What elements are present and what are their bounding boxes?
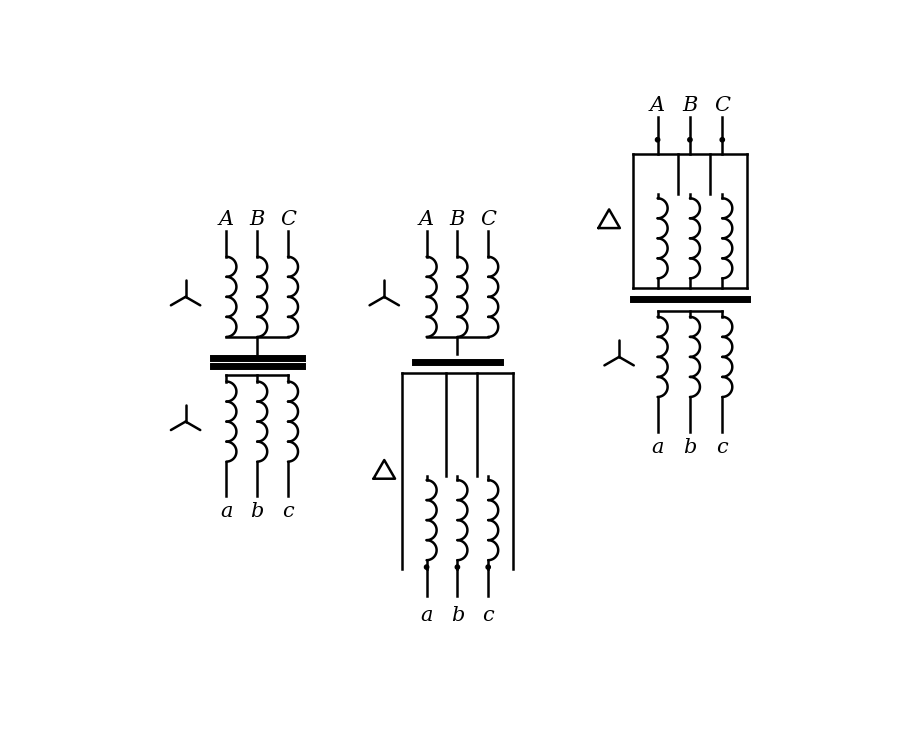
Text: B: B: [249, 210, 265, 229]
Text: C: C: [481, 210, 496, 229]
Text: A: A: [419, 210, 434, 229]
Text: B: B: [450, 210, 465, 229]
Circle shape: [720, 137, 724, 142]
Text: C: C: [280, 210, 296, 229]
Text: A: A: [650, 96, 665, 115]
Text: c: c: [482, 606, 494, 625]
Text: c: c: [716, 438, 728, 457]
Text: A: A: [219, 210, 234, 229]
Text: B: B: [682, 96, 698, 115]
Circle shape: [425, 565, 428, 569]
Text: a: a: [220, 502, 232, 522]
Circle shape: [688, 137, 692, 142]
Text: b: b: [250, 502, 264, 522]
Circle shape: [486, 565, 491, 569]
Text: b: b: [683, 438, 697, 457]
Text: a: a: [420, 606, 433, 625]
Text: b: b: [451, 606, 464, 625]
Text: a: a: [652, 438, 664, 457]
Text: c: c: [282, 502, 294, 522]
Circle shape: [655, 137, 660, 142]
Circle shape: [455, 565, 460, 569]
Text: C: C: [715, 96, 730, 115]
